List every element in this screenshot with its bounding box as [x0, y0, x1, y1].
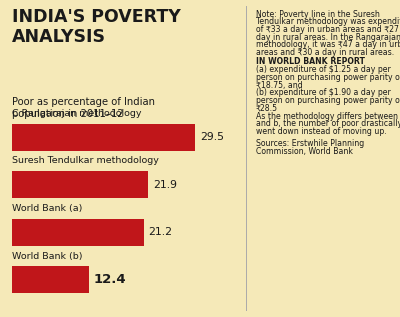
Text: person on purchasing power parity of: person on purchasing power parity of [256, 96, 400, 105]
Bar [12, 171, 148, 198]
Text: ₹28.5: ₹28.5 [256, 104, 278, 113]
Text: World Bank (b): World Bank (b) [12, 252, 83, 261]
Text: went down instead of moving up.: went down instead of moving up. [256, 127, 387, 136]
Text: 12.4: 12.4 [94, 273, 126, 286]
Bar [12, 266, 89, 293]
Text: 29.5: 29.5 [200, 132, 224, 142]
Text: World Bank (a): World Bank (a) [12, 204, 83, 213]
Text: person on purchasing power parity of: person on purchasing power parity of [256, 73, 400, 82]
Text: INDIA'S POVERTY
ANALYSIS: INDIA'S POVERTY ANALYSIS [12, 8, 181, 46]
Text: 21.2: 21.2 [148, 227, 172, 237]
Text: methodology, it was ₹47 a day in urban: methodology, it was ₹47 a day in urban [256, 41, 400, 49]
Text: day in rural areas. In the Rangarajan: day in rural areas. In the Rangarajan [256, 33, 400, 42]
Text: IN WORLD BANK REPORT: IN WORLD BANK REPORT [256, 57, 365, 67]
Text: Suresh Tendulkar methodology: Suresh Tendulkar methodology [12, 157, 159, 165]
Text: Sources: Erstwhile Planning: Sources: Erstwhile Planning [256, 139, 364, 148]
Text: of ₹33 a day in urban areas and ₹27 a: of ₹33 a day in urban areas and ₹27 a [256, 25, 400, 34]
Text: Note: Poverty line in the Suresh: Note: Poverty line in the Suresh [256, 10, 380, 18]
Text: Tendulkar methodology was expenditure: Tendulkar methodology was expenditure [256, 17, 400, 26]
Bar [12, 124, 195, 151]
Text: (b) expenditure of $1.90 a day per: (b) expenditure of $1.90 a day per [256, 88, 391, 97]
Bar [12, 219, 144, 246]
Text: areas and ₹30 a day in rural areas.: areas and ₹30 a day in rural areas. [256, 48, 394, 57]
Text: ₹18.75, and: ₹18.75, and [256, 81, 303, 90]
Text: (a) expenditure of $1.25 a day per: (a) expenditure of $1.25 a day per [256, 65, 391, 74]
Text: and b, the number of poor drastically: and b, the number of poor drastically [256, 119, 400, 128]
Text: 21.9: 21.9 [153, 180, 177, 190]
Text: Commission, World Bank: Commission, World Bank [256, 147, 353, 156]
Text: C Rangarajan methodology: C Rangarajan methodology [12, 109, 142, 118]
Text: Poor as percentage of Indian
population in 2011–12: Poor as percentage of Indian population … [12, 97, 155, 120]
Text: As the methodology differs between a: As the methodology differs between a [256, 112, 400, 120]
